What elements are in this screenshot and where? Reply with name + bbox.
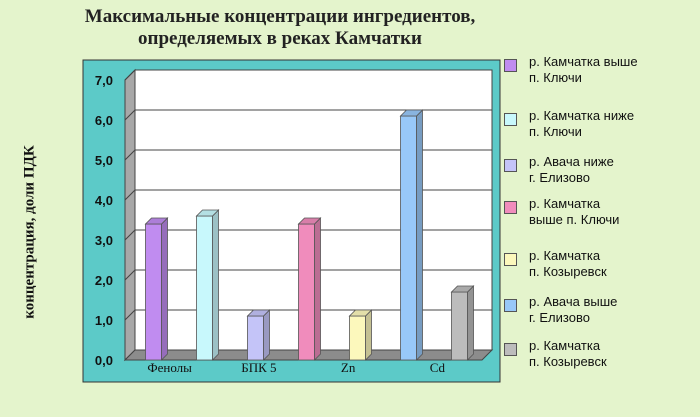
chart-title: Максимальные концентрации ингредиентов, …	[60, 6, 500, 50]
legend-label: р. Авача выше г. Елизово	[529, 294, 617, 326]
bar	[144, 217, 169, 361]
bar	[450, 285, 475, 361]
legend-swatch	[504, 59, 517, 72]
bar-side	[365, 309, 372, 361]
legend-swatch	[504, 159, 517, 172]
bar-side	[161, 217, 168, 361]
y-tick-label: 1,0	[95, 313, 113, 328]
y-tick-label: 2,0	[95, 273, 113, 288]
bar-front	[400, 115, 417, 361]
legend-item: р. Авача ниже г. Елизово	[504, 154, 694, 186]
chart-title-line-1: Максимальные концентрации ингредиентов,	[84, 6, 476, 27]
legend-label-line: п. Козыревск	[529, 264, 607, 279]
y-tick-label: 6,0	[95, 113, 113, 128]
legend-swatch	[504, 253, 517, 266]
bar-top	[450, 285, 475, 293]
bar-front	[298, 223, 315, 361]
bar	[297, 217, 322, 361]
legend-label-line: р. Камчатка	[529, 248, 601, 263]
bar-side	[416, 109, 423, 361]
bar-side	[314, 217, 321, 361]
x-tick-label: БПК 5	[241, 360, 276, 375]
legend-swatch	[504, 299, 517, 312]
bar	[246, 309, 271, 361]
bar-front	[451, 291, 468, 361]
legend-swatch	[504, 113, 517, 126]
bar	[195, 209, 220, 361]
legend-label-line: выше п. Ключи	[529, 212, 620, 227]
legend-label-line: р. Камчатка	[529, 338, 601, 353]
x-tick-label: Zn	[341, 360, 356, 375]
legend-item: р. Камчатка выше п. Ключи	[504, 196, 694, 228]
bar-side	[467, 285, 474, 361]
legend-label-line: п. Козыревск	[529, 354, 607, 369]
bar-side	[263, 309, 270, 361]
legend-label-line: р. Камчатка ниже	[529, 108, 635, 123]
legend-swatch	[504, 201, 517, 214]
legend-label: р. Авача ниже г. Елизово	[529, 154, 614, 186]
legend-label-line: г. Елизово	[529, 170, 590, 185]
bar-top	[144, 217, 169, 225]
gridline-side	[124, 229, 136, 241]
bar-top	[297, 217, 322, 225]
legend-label-line: п. Ключи	[529, 124, 582, 139]
bar-top	[195, 209, 220, 217]
legend-label: р. Камчатка выше п. Ключи	[529, 54, 638, 86]
bar-top	[399, 109, 424, 117]
y-tick-label: 5,0	[95, 153, 113, 168]
legend-label-line: р. Авача выше	[529, 294, 618, 309]
legend-label: р. Камчатка ниже п. Ключи	[529, 108, 634, 140]
bar-top	[348, 309, 373, 317]
legend-item: р. Камчатка ниже п. Ключи	[504, 108, 694, 140]
legend-swatch	[504, 343, 517, 356]
x-tick-label: Фенолы	[147, 360, 192, 375]
bar-side	[212, 209, 219, 361]
legend-label-line: г. Елизово	[529, 310, 590, 325]
y-tick-label: 7,0	[95, 73, 113, 88]
bar-front	[349, 315, 366, 361]
y-tick-label: 3,0	[95, 233, 113, 248]
legend-label: р. Камчатка п. Козыревск	[529, 248, 607, 280]
gridline-side	[124, 69, 136, 81]
bar-front	[196, 215, 213, 361]
legend-label-line: р. Камчатка	[529, 196, 601, 211]
gridline-side	[124, 269, 136, 281]
gridline-side	[124, 109, 136, 121]
y-tick-label: 4,0	[95, 193, 113, 208]
legend-item: р. Камчатка п. Козыревск	[504, 338, 694, 370]
bar	[399, 109, 424, 361]
gridline-side	[124, 149, 136, 161]
bar-front	[247, 315, 264, 361]
legend-label: р. Камчатка выше п. Ключи	[529, 196, 619, 228]
legend-label: р. Камчатка п. Козыревск	[529, 338, 607, 370]
gridline-side	[124, 309, 136, 321]
legend-item: р. Камчатка п. Козыревск	[504, 248, 694, 280]
legend-label-line: р. Камчатка выше	[529, 54, 638, 69]
legend-item: р. Камчатка выше п. Ключи	[504, 54, 694, 86]
bar	[348, 309, 373, 361]
y-tick-label: 0,0	[95, 353, 113, 368]
chart-title-line-2: определяемых в реках Камчатки	[138, 28, 422, 49]
x-tick-label: Cd	[430, 360, 446, 375]
bar-front	[145, 223, 162, 361]
plot-side-wall	[124, 68, 136, 362]
legend-label-line: р. Авача ниже	[529, 154, 614, 169]
bar-top	[246, 309, 271, 317]
legend-label-line: п. Ключи	[529, 70, 582, 85]
gridline-side	[124, 189, 136, 201]
legend-item: р. Авача выше г. Елизово	[504, 294, 694, 326]
